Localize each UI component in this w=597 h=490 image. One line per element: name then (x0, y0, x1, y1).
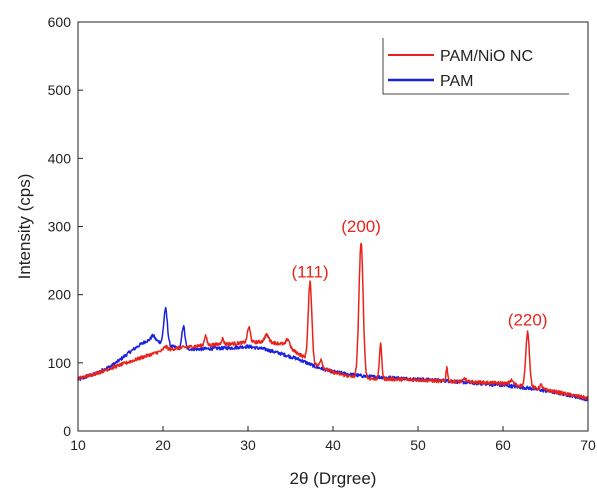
peak-label: (220) (508, 310, 548, 329)
legend-label-pam: PAM (440, 73, 473, 90)
y-tick-label: 0 (63, 423, 71, 439)
plot-frame (77, 21, 589, 432)
y-tick-label: 300 (48, 219, 72, 235)
peak-labels: (111) (200) (220) (291, 217, 547, 329)
x-tick-label: 50 (410, 437, 426, 453)
legend-border (382, 38, 569, 95)
x-tick-label: 30 (240, 437, 256, 453)
legend-label-pam-nio: PAM/NiO NC (440, 48, 533, 65)
peak-label: (200) (341, 217, 381, 236)
y-tick-label: 200 (48, 287, 72, 303)
y-tick-label: 600 (48, 14, 72, 30)
x-tick-label: 10 (70, 437, 86, 453)
x-axis-ticks: 10 20 30 40 50 60 70 (70, 426, 596, 453)
peak-label: (111) (291, 263, 328, 282)
y-tick-label: 500 (48, 82, 72, 98)
y-axis-ticks: 0 100 200 300 400 500 600 (48, 14, 83, 439)
y-axis-title: Intensity (cps) (15, 174, 34, 280)
series-layer (77, 242, 589, 402)
x-tick-label: 40 (325, 437, 341, 453)
legend: PAM/NiO NC PAM (382, 38, 569, 95)
y-tick-label: 100 (48, 355, 72, 371)
y-tick-label: 400 (48, 150, 72, 166)
x-tick-label: 70 (580, 437, 596, 453)
x-tick-label: 60 (495, 437, 511, 453)
x-axis-title: 2θ (Drgree) (290, 469, 377, 488)
x-tick-label: 20 (155, 437, 171, 453)
series-line-pam-nio (77, 242, 589, 401)
